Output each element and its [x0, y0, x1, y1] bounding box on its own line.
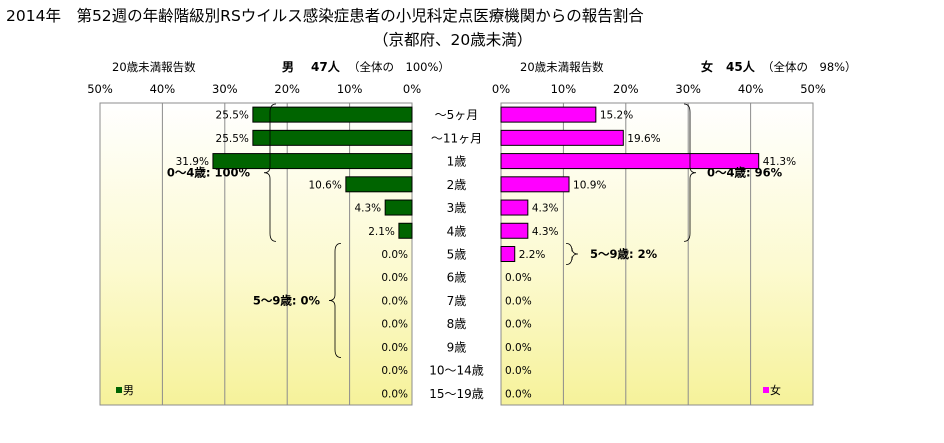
category-label: 2歳 [447, 178, 467, 192]
category-label: 6歳 [447, 271, 467, 285]
legend-swatch-male [116, 387, 122, 393]
value-label-female: 2.2% [519, 249, 546, 261]
plot-area-male [99, 102, 413, 406]
category-label: ～11ヶ月 [431, 131, 482, 145]
category-label: 8歳 [447, 317, 467, 331]
bar-male [252, 129, 413, 146]
bar-female [500, 106, 597, 123]
category-labels: ～5ヶ月 ～11ヶ月 1歳 2歳 3歳 4歳 5歳 6歳 7歳 8歳 9歳 10～14歳 15～19歳 [429, 108, 484, 401]
bar-female [500, 246, 516, 262]
header-count-male: 47人 [311, 59, 341, 74]
header-sex-male: 男 [282, 60, 294, 74]
tick-label-female: 0% [492, 82, 510, 96]
group-brace-female [683, 103, 697, 242]
group-label-female: 0～4歳: 96% [707, 166, 783, 180]
bar-female [500, 222, 529, 239]
group-brace-male [328, 242, 342, 358]
value-label-female: 4.3% [532, 226, 559, 238]
tick-label-female: 10% [551, 82, 577, 96]
tick-label-male: 30% [212, 82, 238, 96]
legend-label-female: 女 [770, 383, 781, 397]
group-brace-female [565, 242, 579, 266]
value-label-female: 10.9% [573, 179, 606, 191]
value-label-male: 0.0% [381, 365, 408, 377]
category-label: 10～14歳 [429, 364, 484, 378]
category-label: 9歳 [447, 340, 467, 354]
bar-male [212, 153, 413, 170]
header-share-male: （全体の 100%） [348, 60, 450, 74]
legend-label-male: 男 [123, 384, 134, 397]
value-labels: 25.5% 15.2% 25.5% 19.6% 31.9% 41.3% 10.6% 10.9%… [176, 110, 797, 401]
category-label: 5歳 [447, 248, 467, 262]
tick-label-female: 30% [675, 82, 701, 96]
value-label-female: 19.6% [627, 133, 660, 145]
header-count-female: 45人 [726, 59, 756, 74]
bar-male [398, 222, 413, 239]
value-label-male: 25.5% [216, 133, 249, 145]
group-annotations: 0～4歳: 100% 5～9歳: 0% 0～4歳: 96% 5～9歳: 2% [167, 103, 783, 358]
value-label-female: 15.2% [600, 110, 633, 122]
header-share-female: （全体の 98%） [762, 60, 857, 74]
value-label-female: 0.0% [505, 272, 532, 284]
group-label-female: 5～9歳: 2% [590, 247, 658, 261]
tick-label-male: 0% [403, 82, 421, 96]
chart-subtitle: （京都府、20歳未満） [373, 31, 532, 49]
axes: 0% 0% 10% 10% 20% 20% 30% 30% 40% 40% 50% 50% [87, 82, 826, 96]
value-label-female: 0.0% [505, 342, 532, 354]
category-label: 3歳 [447, 201, 467, 215]
tick-label-female: 40% [738, 82, 764, 96]
value-label-male: 25.5% [216, 110, 249, 122]
bar-female [500, 176, 570, 193]
tick-label-male: 40% [150, 82, 176, 96]
bar-male [384, 199, 413, 216]
category-label: 15～19歳 [429, 387, 484, 401]
value-label-male: 0.0% [381, 342, 408, 354]
tick-label-female: 20% [613, 82, 639, 96]
tick-label-male: 20% [274, 82, 300, 96]
tick-label-male: 10% [337, 82, 363, 96]
value-label-male: 10.6% [308, 179, 341, 191]
category-label: 4歳 [447, 224, 467, 238]
category-label: ～5ヶ月 [435, 108, 479, 122]
category-label: 1歳 [447, 155, 467, 169]
value-label-male: 31.9% [176, 156, 209, 168]
value-label-male: 0.0% [381, 249, 408, 261]
value-label-male: 0.0% [381, 295, 408, 307]
bar-female [500, 153, 760, 170]
category-label: 7歳 [447, 294, 467, 308]
bars [212, 106, 760, 262]
value-label-male: 4.3% [354, 203, 381, 215]
value-label-male: 0.0% [381, 319, 408, 331]
axis-title-male: 20歳未満報告数 [112, 60, 196, 74]
bar-male [345, 176, 413, 193]
axis-title-female: 20歳未満報告数 [520, 60, 604, 74]
group-brace-male [263, 103, 277, 242]
value-label-female: 0.0% [505, 295, 532, 307]
value-label-male: 0.0% [381, 272, 408, 284]
chart-title: 2014年 第52週の年齢階級別RSウイルス感染症患者の小児科定点医療機関からの… [6, 7, 644, 25]
group-label-male: 0～4歳: 100% [167, 166, 251, 180]
group-label-male: 5～9歳: 0% [253, 293, 321, 307]
value-label-female: 0.0% [505, 365, 532, 377]
value-label-female: 4.3% [532, 203, 559, 215]
legend-swatch-female [763, 387, 769, 393]
header-sex-female: 女 [701, 59, 713, 74]
value-label-female: 0.0% [505, 319, 532, 331]
bar-female [500, 199, 529, 216]
tick-label-female: 50% [800, 82, 826, 96]
value-label-female: 0.0% [505, 388, 532, 400]
value-label-male: 0.0% [381, 388, 408, 400]
value-label-male: 2.1% [368, 226, 395, 238]
tick-label-male: 50% [87, 82, 113, 96]
bar-male [252, 106, 413, 123]
value-label-female: 41.3% [763, 156, 796, 168]
bar-female [500, 129, 624, 146]
